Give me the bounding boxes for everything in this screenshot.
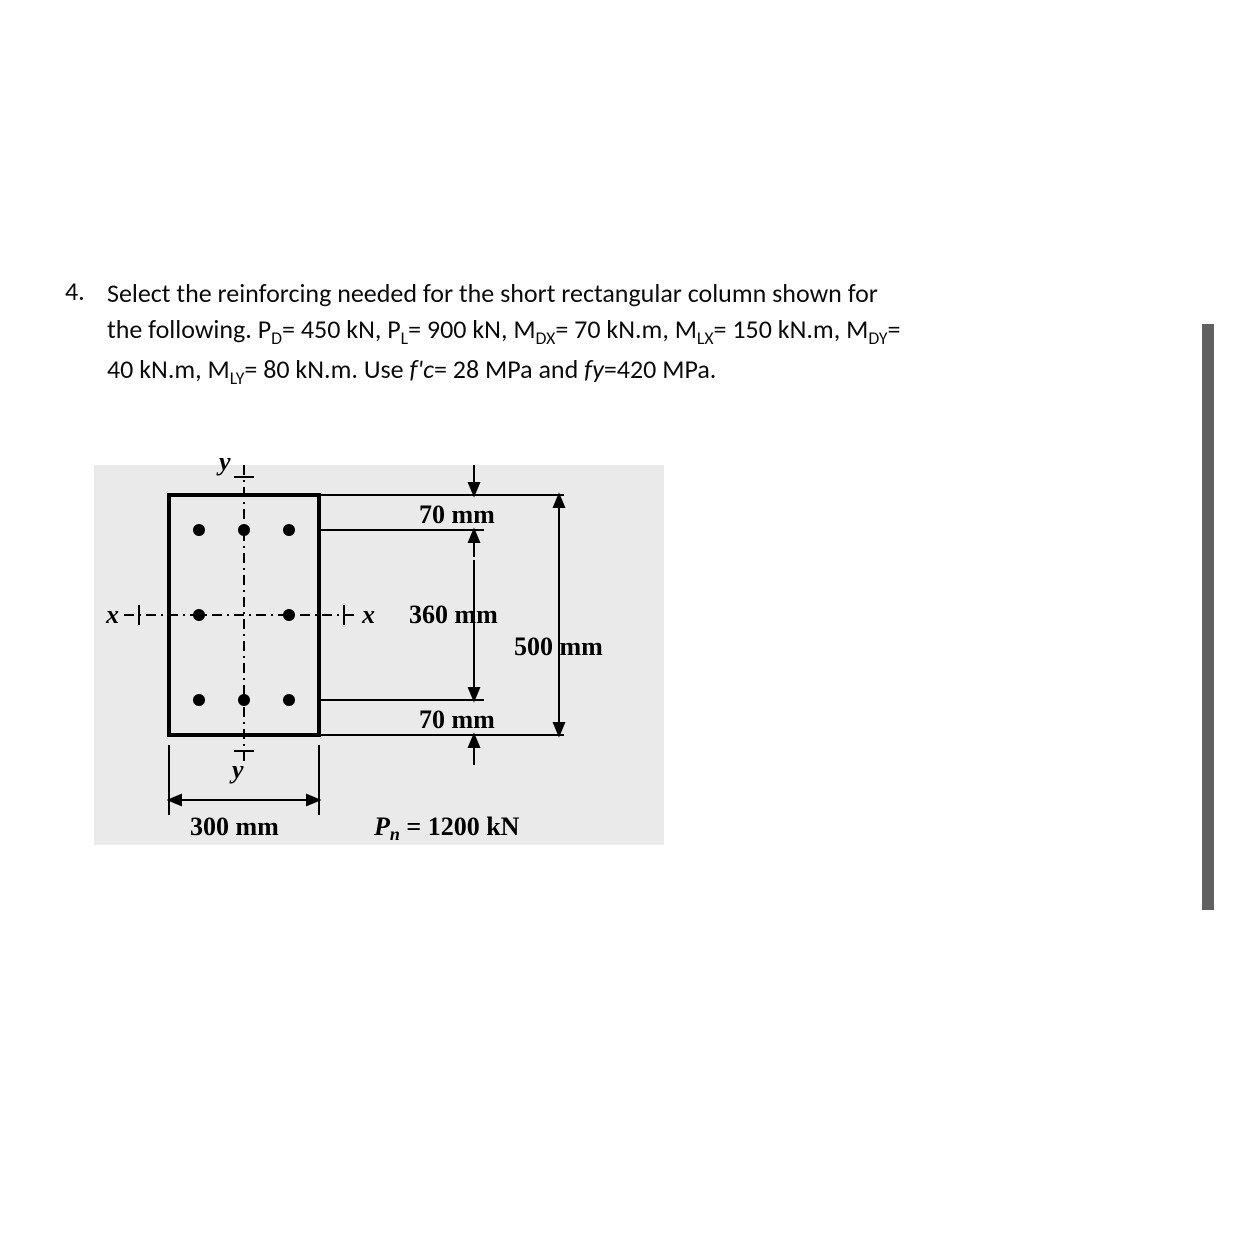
line3d: = 28 MPa and — [434, 353, 584, 385]
line3a: 40 kN.m, M — [107, 353, 230, 385]
page-right-border — [1202, 324, 1214, 910]
x-left-label: x — [105, 600, 119, 629]
line2c: = 900 kN, M — [408, 313, 535, 345]
problem-number: 4. — [65, 275, 107, 307]
dim-500: 500 mm — [514, 632, 603, 661]
sub-ly: LY — [230, 368, 245, 390]
line2f: = — [887, 313, 900, 345]
sub-d: D — [271, 328, 282, 350]
rebar — [283, 694, 295, 706]
sub-dy: DY — [868, 328, 887, 350]
pn-label: Pn = 1200 kN — [373, 812, 520, 844]
line3e: fy — [584, 353, 604, 385]
line2e: = 150 kN.m, M — [714, 313, 869, 345]
line2a: the following. P — [107, 313, 271, 345]
rebar — [283, 609, 295, 621]
y-top-label: y — [216, 447, 231, 476]
line3c: f'c — [409, 353, 434, 385]
line3b: = 80 kN.m. Use — [244, 353, 409, 385]
dim-70-top: 70 mm — [419, 500, 495, 529]
dim-360: 360 mm — [409, 600, 498, 629]
dim-70-bot: 70 mm — [419, 705, 495, 734]
problem-statement: 4. Select the reinforcing needed for the… — [65, 275, 935, 391]
rebar — [238, 524, 250, 536]
y-bot-label: y — [229, 755, 244, 784]
line3f: =420 MPa. — [604, 353, 716, 385]
sub-l: L — [401, 328, 408, 350]
problem-text: Select the reinforcing needed for the sh… — [107, 275, 900, 391]
rebar — [193, 694, 205, 706]
x-right-label: x — [361, 600, 375, 629]
column-diagram: y y x x 70 mm 360 mm 500 mm 70 mm — [94, 445, 794, 905]
rebar — [238, 694, 250, 706]
line2b: = 450 kN, P — [282, 313, 401, 345]
line2d: = 70 kN.m, M — [555, 313, 697, 345]
line1: Select the reinforcing needed for the sh… — [107, 277, 878, 309]
dim-300: 300 mm — [190, 812, 279, 841]
rebar — [283, 524, 295, 536]
sub-dx: DX — [536, 328, 556, 350]
rebar — [193, 524, 205, 536]
sub-lx: LX — [697, 328, 714, 350]
rebar — [193, 609, 205, 621]
